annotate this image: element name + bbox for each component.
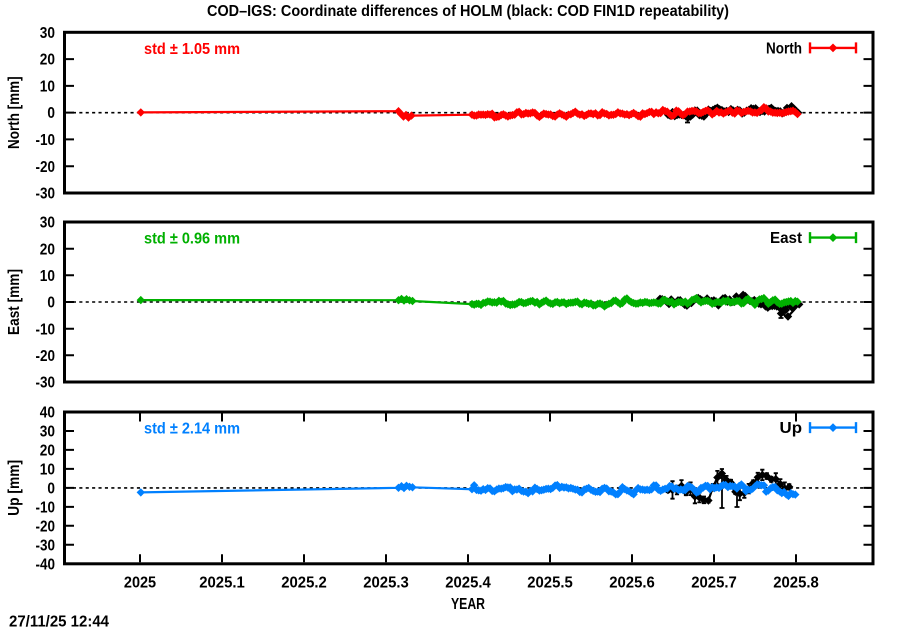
svg-text:20: 20	[40, 52, 55, 69]
svg-text:Up [mm]: Up [mm]	[6, 460, 23, 516]
svg-text:2025.3: 2025.3	[363, 575, 409, 592]
svg-text:20: 20	[40, 241, 55, 258]
svg-text:std ± 0.96 mm: std ± 0.96 mm	[144, 231, 240, 248]
svg-text:10: 10	[40, 79, 55, 96]
svg-text:0: 0	[47, 105, 55, 122]
svg-text:30: 30	[40, 25, 55, 42]
svg-text:10: 10	[40, 462, 55, 479]
svg-text:-30: -30	[36, 537, 56, 554]
svg-text:40: 40	[40, 405, 55, 422]
svg-text:North: North	[766, 41, 802, 58]
svg-text:2025: 2025	[124, 575, 156, 592]
svg-text:std ± 2.14 mm: std ± 2.14 mm	[144, 421, 240, 438]
svg-text:YEAR: YEAR	[451, 596, 485, 613]
svg-text:10: 10	[40, 268, 55, 285]
svg-text:2025.5: 2025.5	[527, 575, 573, 592]
svg-text:-10: -10	[36, 132, 56, 149]
svg-text:2025.7: 2025.7	[691, 575, 737, 592]
svg-text:Up: Up	[780, 420, 803, 437]
svg-text:2025.1: 2025.1	[199, 575, 245, 592]
svg-text:-40: -40	[36, 556, 56, 573]
svg-text:-10: -10	[36, 321, 56, 338]
svg-text:0: 0	[47, 295, 55, 312]
svg-text:30: 30	[40, 215, 55, 232]
svg-text:std ± 1.05 mm: std ± 1.05 mm	[144, 41, 240, 58]
svg-text:-20: -20	[36, 159, 56, 176]
svg-text:2025.8: 2025.8	[773, 575, 819, 592]
svg-text:East [mm]: East [mm]	[6, 269, 23, 335]
svg-text:-30: -30	[36, 375, 56, 392]
svg-text:2025.4: 2025.4	[445, 575, 491, 592]
svg-text:0: 0	[47, 481, 55, 498]
svg-text:-30: -30	[36, 186, 56, 203]
svg-text:East: East	[770, 230, 803, 247]
svg-text:-10: -10	[36, 500, 56, 517]
svg-text:North [mm]: North [mm]	[6, 76, 23, 149]
svg-text:COD–IGS: Coordinate difference: COD–IGS: Coordinate differences of HOLM …	[207, 3, 729, 20]
svg-text:20: 20	[40, 443, 55, 460]
svg-text:-20: -20	[36, 348, 56, 365]
svg-text:-20: -20	[36, 518, 56, 535]
svg-text:27/11/25 12:44: 27/11/25 12:44	[9, 614, 109, 630]
svg-text:30: 30	[40, 424, 55, 441]
svg-text:2025.2: 2025.2	[281, 575, 327, 592]
svg-text:2025.6: 2025.6	[609, 575, 655, 592]
